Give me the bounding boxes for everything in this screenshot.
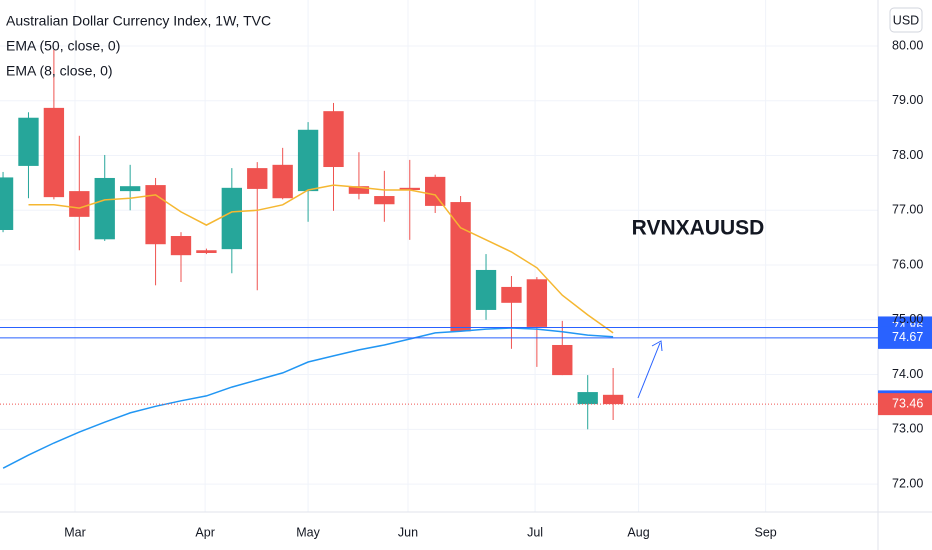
price-label: 73.46 [892, 396, 923, 410]
candle-body [577, 392, 598, 405]
ema-line [28, 184, 614, 334]
chart-title: Australian Dollar Currency Index, 1W, TV… [6, 13, 271, 29]
y-tick-label: 80.00 [892, 38, 923, 52]
price-label-box [878, 393, 932, 416]
x-tick-label: May [296, 525, 320, 539]
y-tick-label: 76.00 [892, 257, 923, 271]
candle-body [399, 187, 420, 191]
candle-body [450, 202, 471, 332]
y-tick-label: 74.00 [892, 367, 923, 381]
candle-body [247, 168, 268, 189]
x-tick-label: Sep [755, 525, 777, 539]
candle-body [0, 177, 14, 230]
x-tick-label: Jul [527, 525, 543, 539]
candle-body [43, 107, 65, 198]
price-label: 74.67 [892, 330, 923, 344]
candle-body [69, 191, 90, 217]
candle-body [221, 187, 242, 250]
candle-body [119, 186, 141, 192]
x-tick-label: Jun [398, 525, 418, 539]
candle-body [323, 111, 344, 168]
arrow [637, 340, 663, 399]
x-tick-label: Apr [195, 525, 214, 539]
currency: USD [893, 13, 919, 27]
y-tick-label: 73.00 [892, 422, 923, 436]
x-tick-label: Aug [627, 525, 649, 539]
candle-body [475, 269, 497, 310]
legend-entry[interactable]: EMA (50, close, 0) [6, 38, 120, 54]
candle-body [526, 279, 548, 327]
candle-body [196, 250, 217, 253]
annotation: RVNXAUUSD [632, 217, 765, 240]
candle-body [170, 236, 192, 256]
y-tick-label: 72.00 [892, 476, 923, 490]
ema-line [2, 327, 614, 469]
candle-body [374, 196, 395, 205]
candle-body [18, 117, 39, 166]
x-tick-label: Mar [64, 525, 86, 539]
candle-body [602, 394, 624, 405]
y-tick-label: 75.00 [892, 312, 923, 326]
y-tick-label: 77.00 [892, 203, 923, 217]
legend-entry[interactable]: EMA (8, close, 0) [6, 63, 113, 79]
y-tick-label: 78.00 [892, 148, 923, 162]
candle-body [272, 164, 293, 199]
candle-body [145, 185, 166, 245]
candle-body [94, 177, 115, 240]
currency-box[interactable] [889, 7, 923, 33]
candle-body [297, 129, 319, 192]
candle-body [348, 186, 370, 194]
price-label-box [878, 326, 932, 349]
y-tick-label: 79.00 [892, 93, 923, 107]
candle-body [552, 344, 573, 376]
candle-body [501, 286, 522, 303]
plot [0, 49, 624, 469]
grid [0, 0, 878, 512]
candle-body [425, 176, 446, 206]
